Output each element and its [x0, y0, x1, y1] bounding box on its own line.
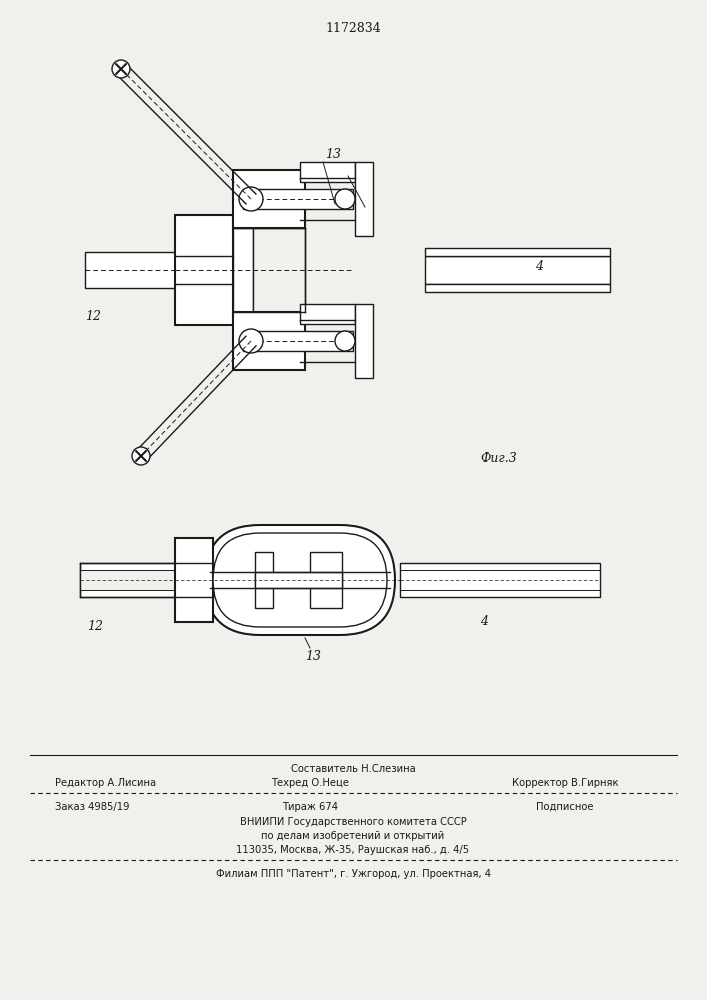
- Bar: [253, 228, 305, 312]
- Text: 4: 4: [480, 615, 488, 628]
- Text: по делам изобретений и открытий: по делам изобретений и открытий: [262, 831, 445, 841]
- Bar: [233, 170, 305, 228]
- Bar: [425, 256, 610, 284]
- Circle shape: [335, 189, 355, 209]
- Bar: [425, 284, 610, 292]
- Text: 14: 14: [350, 163, 366, 176]
- Bar: [300, 304, 355, 324]
- Bar: [80, 570, 175, 590]
- Bar: [233, 312, 305, 370]
- Text: 13: 13: [325, 148, 341, 161]
- Text: 12: 12: [85, 310, 101, 323]
- Text: 13: 13: [305, 650, 321, 663]
- Text: Редактор А.Лисина: Редактор А.Лисина: [55, 778, 156, 788]
- Text: Фиг.3: Фиг.3: [480, 452, 517, 464]
- Circle shape: [335, 331, 355, 351]
- Circle shape: [132, 447, 150, 465]
- Bar: [85, 252, 175, 288]
- Circle shape: [239, 329, 263, 353]
- Bar: [175, 215, 233, 325]
- Text: 4: 4: [535, 260, 543, 273]
- Text: Филиам ППП "Патент", г. Ужгород, ул. Проектная, 4: Филиам ППП "Патент", г. Ужгород, ул. Про…: [216, 869, 491, 879]
- Bar: [80, 563, 175, 597]
- Text: ВНИИПИ Государственного комитета СССР: ВНИИПИ Государственного комитета СССР: [240, 817, 467, 827]
- Text: Тираж 674: Тираж 674: [282, 802, 338, 812]
- Bar: [243, 331, 353, 351]
- Bar: [175, 538, 213, 622]
- Text: Техред О.Неце: Техред О.Неце: [271, 778, 349, 788]
- Bar: [355, 304, 373, 378]
- Bar: [175, 256, 185, 284]
- Bar: [310, 552, 342, 608]
- Bar: [355, 162, 373, 236]
- FancyBboxPatch shape: [213, 533, 387, 627]
- Bar: [400, 563, 600, 597]
- Text: Корректор В.Гирняк: Корректор В.Гирняк: [512, 778, 618, 788]
- Text: Составитель Н.Слезина: Составитель Н.Слезина: [291, 764, 416, 774]
- Circle shape: [239, 187, 263, 211]
- Bar: [425, 248, 610, 256]
- Text: 113035, Москва, Ж-35, Раушская наб., д. 4/5: 113035, Москва, Ж-35, Раушская наб., д. …: [236, 845, 469, 855]
- Text: 12: 12: [87, 620, 103, 633]
- Bar: [255, 572, 342, 588]
- FancyBboxPatch shape: [205, 525, 395, 635]
- Bar: [233, 228, 253, 312]
- Text: Заказ 4985/19: Заказ 4985/19: [55, 802, 129, 812]
- Bar: [255, 552, 273, 608]
- Text: 1172834: 1172834: [325, 21, 381, 34]
- Text: Подписное: Подписное: [536, 802, 594, 812]
- Bar: [300, 162, 355, 182]
- Bar: [243, 189, 353, 209]
- Circle shape: [112, 60, 130, 78]
